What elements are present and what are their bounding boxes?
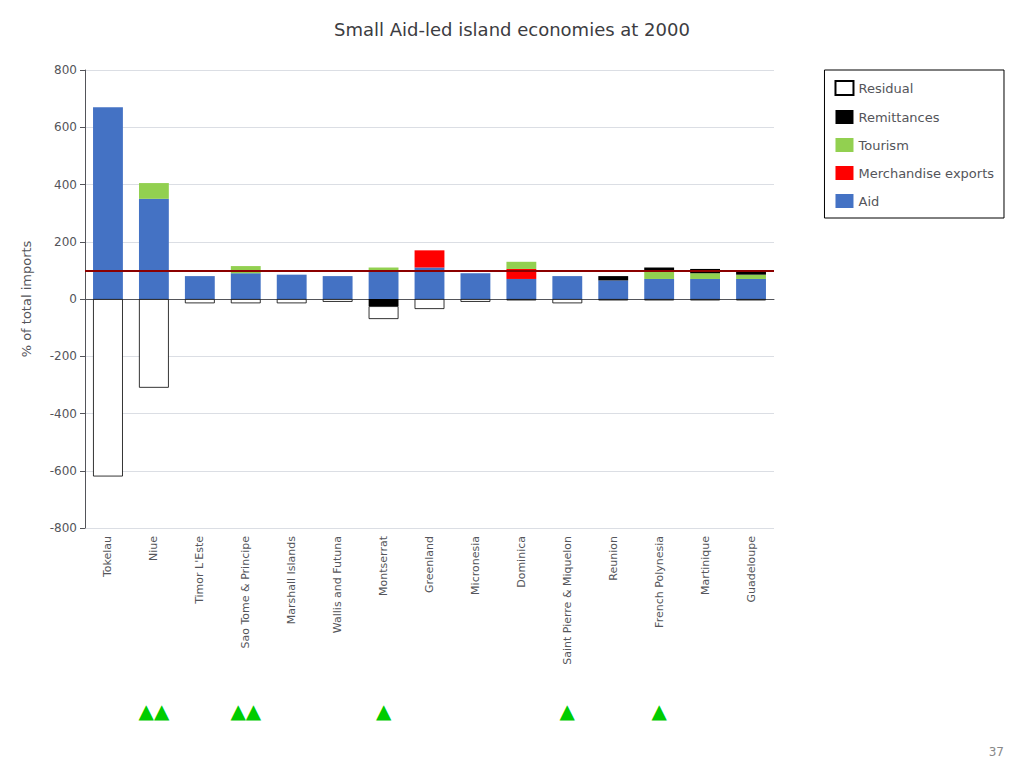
svg-text:Residual: Residual [858, 81, 913, 96]
svg-text:Remittances: Remittances [858, 110, 939, 125]
svg-text:▲: ▲ [651, 699, 667, 723]
svg-text:Wallis and Futuna: Wallis and Futuna [331, 536, 344, 633]
svg-text:French Polynesia: French Polynesia [653, 536, 666, 628]
svg-text:Merchandise exports: Merchandise exports [858, 166, 994, 181]
svg-text:% of total imports: % of total imports [19, 240, 34, 357]
svg-text:Guadeloupe: Guadeloupe [745, 536, 758, 603]
svg-text:37: 37 [989, 745, 1004, 759]
svg-text:Sao Tome & Principe: Sao Tome & Principe [239, 536, 252, 649]
svg-text:Marshall Islands: Marshall Islands [285, 536, 298, 625]
svg-text:Dominica: Dominica [515, 536, 528, 588]
svg-text:Saint Pierre & Miquelon: Saint Pierre & Miquelon [561, 536, 574, 665]
svg-text:-200: -200 [50, 349, 77, 363]
svg-text:Greenland: Greenland [423, 536, 436, 593]
svg-text:Tokelau: Tokelau [101, 536, 114, 578]
svg-text:400: 400 [54, 178, 77, 192]
svg-text:800: 800 [54, 63, 77, 77]
svg-text:-600: -600 [50, 464, 77, 478]
svg-text:Montserrat: Montserrat [377, 535, 390, 596]
svg-text:▲: ▲ [560, 699, 576, 723]
svg-text:Timor L'Este: Timor L'Este [193, 536, 206, 605]
svg-text:▲▲: ▲▲ [230, 699, 261, 723]
svg-text:Reunion: Reunion [607, 536, 620, 581]
svg-text:Small Aid-led island economies: Small Aid-led island economies at 2000 [334, 19, 690, 40]
svg-text:Micronesia: Micronesia [469, 536, 482, 595]
svg-text:Niue: Niue [147, 536, 160, 561]
svg-text:Tourism: Tourism [857, 138, 908, 153]
svg-text:▲: ▲ [376, 699, 392, 723]
svg-text:▲▲: ▲▲ [139, 699, 170, 723]
svg-text:600: 600 [54, 120, 77, 134]
svg-text:Aid: Aid [858, 194, 879, 209]
svg-text:200: 200 [54, 235, 77, 249]
svg-text:Martinique: Martinique [699, 536, 712, 595]
svg-text:-800: -800 [50, 521, 77, 535]
svg-text:-400: -400 [50, 407, 77, 421]
svg-text:0: 0 [69, 292, 77, 306]
